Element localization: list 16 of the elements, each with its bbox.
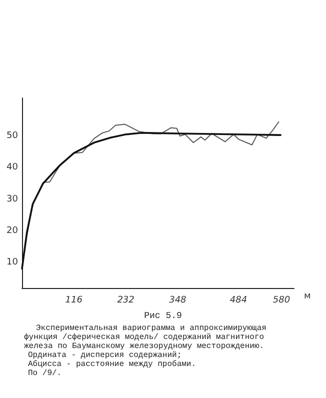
y-tick-label: 10 — [6, 258, 18, 268]
text: По /9/. — [27, 369, 63, 378]
x-tick-label: 232 — [117, 296, 135, 306]
y-tick-label: 30 — [6, 194, 18, 204]
y-tick-label: 40 — [6, 162, 18, 173]
text: Абцисса - расстояние между пробами. — [27, 360, 198, 369]
y-tick-label: 20 — [6, 226, 18, 236]
x-tick-label: 484 — [230, 296, 248, 306]
x-tick-label: 580 — [272, 296, 290, 306]
x-axis-title: м — [304, 292, 311, 302]
text: Ордината - дисперсия содержаний; — [27, 351, 183, 360]
x-tick-label: 348 — [169, 296, 187, 306]
text: Экспериментальная вариограмма и аппроксимирующая функция /сферическая модель/ содержаний магнитного железа по Бауманскому железорудному месторождению. — [23, 324, 268, 351]
x-tick-label: 116 — [65, 296, 83, 306]
text: Рис 5.9 — [143, 311, 183, 321]
y-tick-label: 50 — [6, 131, 18, 141]
